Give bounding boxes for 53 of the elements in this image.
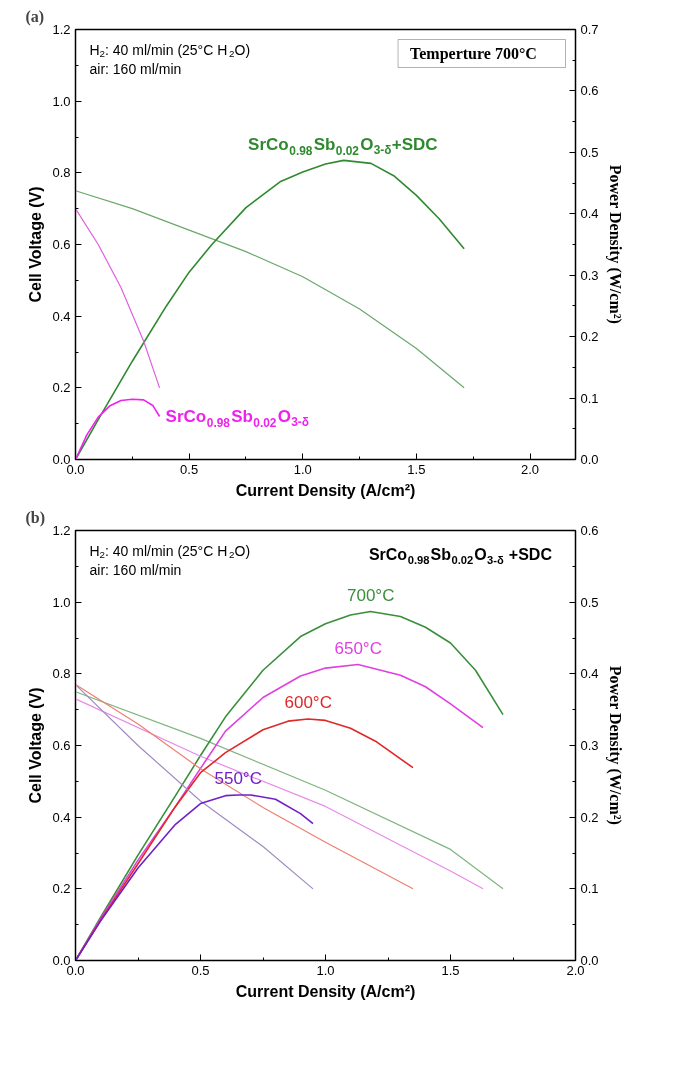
x-tick-label: 1.5: [407, 461, 426, 477]
annotation: air: 160 ml/min: [89, 60, 182, 77]
line-series: [75, 398, 161, 460]
y-tick-label: 0.2: [52, 881, 71, 897]
y2-tick-label: 0.1: [580, 390, 599, 406]
line-series: [75, 683, 414, 890]
y2-axis-title: Power Density (W/cm²): [605, 665, 624, 825]
y2-tick-label: 0.2: [580, 809, 599, 825]
y-tick-label: 1.2: [52, 22, 71, 37]
x-tick-label: 0.5: [180, 461, 199, 477]
y-axis-title: Cell Voltage (V): [27, 687, 45, 804]
y2-tick-label: 0.4: [580, 666, 599, 682]
y-tick-label: 0.8: [52, 165, 71, 181]
y2-tick-label: 0.1: [580, 881, 599, 897]
series-label: 700°C: [346, 585, 395, 605]
y2-tick-label: 0.2: [580, 329, 599, 345]
y-tick-label: 0.4: [52, 809, 71, 825]
y2-tick-label: 0.6: [580, 523, 599, 538]
y-tick-label: 0.6: [52, 237, 71, 252]
x-tick-label: 2.0: [521, 461, 540, 477]
y2-tick-label: 0.5: [580, 144, 599, 160]
y-tick-label: 0.8: [52, 666, 71, 682]
x-tick-label: 0.5: [191, 962, 210, 978]
series-label: 650°C: [334, 639, 382, 659]
y2-tick-label: 0.4: [580, 206, 599, 222]
y-tick-label: 0.4: [52, 308, 71, 324]
y-tick-label: 1.0: [52, 93, 71, 109]
line-series: [75, 190, 465, 389]
y2-axis-title: Power Density (W/cm²): [605, 164, 624, 324]
y2-tick-label: 0.3: [580, 738, 599, 753]
line-series: [75, 794, 314, 961]
y-axis-title: Cell Voltage (V): [27, 186, 45, 303]
y-tick-label: 0.2: [52, 380, 71, 396]
text: Temperture 700°C: [410, 45, 537, 63]
annotation: air: 160 ml/min: [89, 561, 182, 578]
x-axis-title: Current Density (A/cm²): [235, 481, 416, 499]
y2-tick-label: 0.6: [580, 83, 599, 99]
y-tick-label: 0.6: [52, 738, 71, 753]
x-tick-label: 1.5: [441, 962, 460, 978]
line-series: [75, 208, 161, 389]
y2-tick-label: 0.3: [580, 267, 599, 283]
series-label: 600°C: [284, 693, 332, 713]
chart-title: (b): [25, 508, 46, 527]
y2-tick-label: 0.7: [580, 22, 599, 37]
line-series: [75, 159, 465, 460]
y-tick-label: 1.0: [52, 594, 71, 610]
series-label: 550°C: [214, 769, 262, 789]
y-tick-label: 1.2: [52, 523, 71, 538]
y2-tick-label: 0.5: [580, 594, 599, 610]
x-axis-title: Current Density (A/cm²): [235, 982, 416, 1000]
chart-title: (a): [25, 7, 45, 26]
x-tick-label: 1.0: [316, 962, 335, 978]
x-tick-label: 1.0: [293, 461, 312, 477]
